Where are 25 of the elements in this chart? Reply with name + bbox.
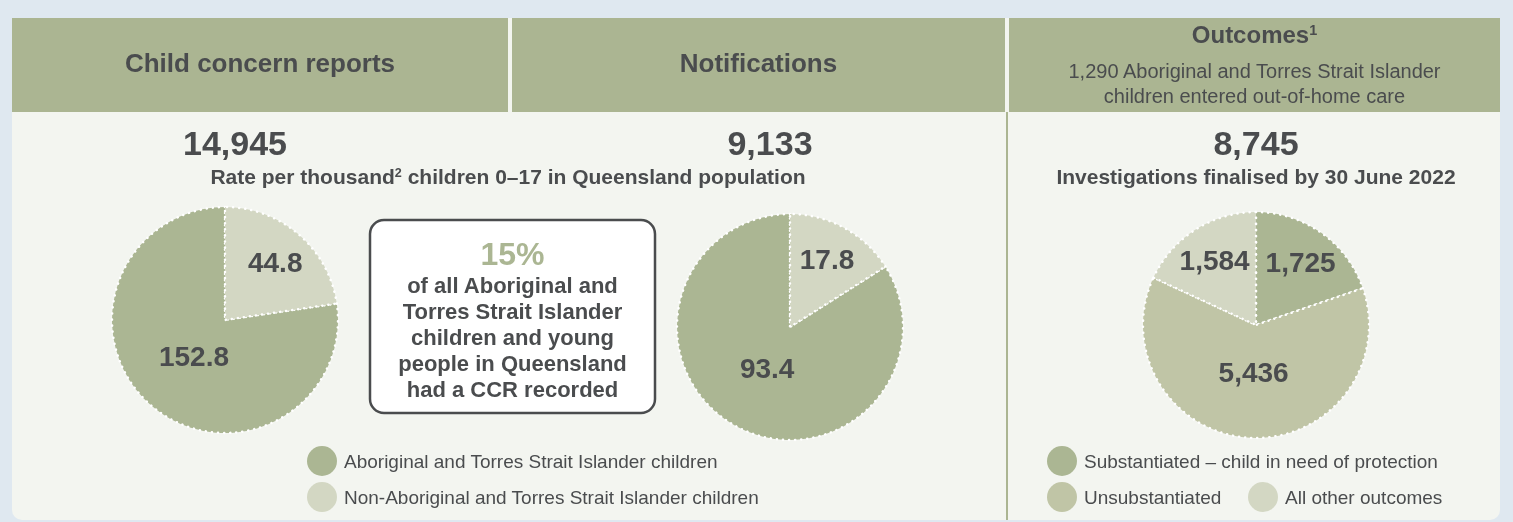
chart-title: Child concern reports [124, 48, 396, 78]
data-label: 152.8 [158, 340, 230, 372]
text: 8,745 [1213, 124, 1299, 162]
chart-title: Outcomes$^{1}$ [1191, 21, 1318, 48]
data-label: 44.8 [247, 246, 303, 278]
text: 15% [480, 236, 545, 272]
pie-slice [675, 212, 905, 442]
legend-label: Non-Aboriginal and Torres Strait Islander children [344, 486, 759, 508]
data-label: 1,584 [1179, 245, 1251, 277]
chart-subtitle: 1,290 Aboriginal and Torres Strait Islander children entered out-of-home care [1068, 60, 1441, 107]
data-label: 17.8 [799, 244, 855, 276]
data-label: 1,725 [1265, 247, 1336, 279]
legend-label: Aboriginal and Torres Strait Islander children [344, 450, 718, 472]
chart-subtitle: Rate per thousand$^{2}$ children 0–17 in Queensland population [210, 165, 806, 188]
legend-label: Unsubstantiated [1084, 486, 1222, 508]
data-label: 5,436 [1218, 357, 1289, 389]
text: Investigations finalised by 30 June 2022 [1056, 165, 1456, 188]
text: 14,945 [183, 124, 287, 162]
data-label: 93.4 [739, 353, 795, 385]
text: of all Aboriginal and Torres Strait Islander children and young people in Queensland had a CCR recorded [398, 273, 627, 402]
chart-title: Notifications [679, 48, 838, 78]
pie-slice [110, 205, 340, 435]
legend-label: Substantiated – child in need of protection [1084, 450, 1438, 472]
text: 9,133 [727, 124, 813, 162]
legend-label: All other outcomes [1285, 486, 1443, 508]
